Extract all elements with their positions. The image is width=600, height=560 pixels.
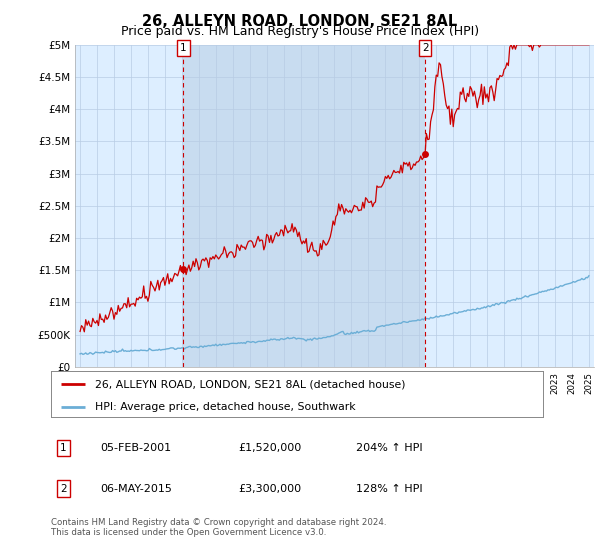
Text: 1: 1 [180, 43, 187, 53]
Text: 1: 1 [60, 443, 67, 453]
Text: 26, ALLEYN ROAD, LONDON, SE21 8AL: 26, ALLEYN ROAD, LONDON, SE21 8AL [142, 14, 458, 29]
Text: £3,300,000: £3,300,000 [238, 483, 301, 493]
Text: 06-MAY-2015: 06-MAY-2015 [100, 483, 172, 493]
Text: 2: 2 [60, 483, 67, 493]
Bar [184, 45, 425, 367]
Text: £1,520,000: £1,520,000 [238, 443, 301, 453]
Text: HPI: Average price, detached house, Southwark: HPI: Average price, detached house, Sout… [95, 402, 356, 412]
Text: 05-FEB-2001: 05-FEB-2001 [100, 443, 172, 453]
Text: 26, ALLEYN ROAD, LONDON, SE21 8AL (detached house): 26, ALLEYN ROAD, LONDON, SE21 8AL (detac… [95, 379, 406, 389]
Text: Price paid vs. HM Land Registry's House Price Index (HPI): Price paid vs. HM Land Registry's House … [121, 25, 479, 38]
Text: Contains HM Land Registry data © Crown copyright and database right 2024.
This d: Contains HM Land Registry data © Crown c… [51, 518, 386, 538]
Text: 128% ↑ HPI: 128% ↑ HPI [356, 483, 422, 493]
Text: 204% ↑ HPI: 204% ↑ HPI [356, 443, 422, 453]
Text: 2: 2 [422, 43, 428, 53]
